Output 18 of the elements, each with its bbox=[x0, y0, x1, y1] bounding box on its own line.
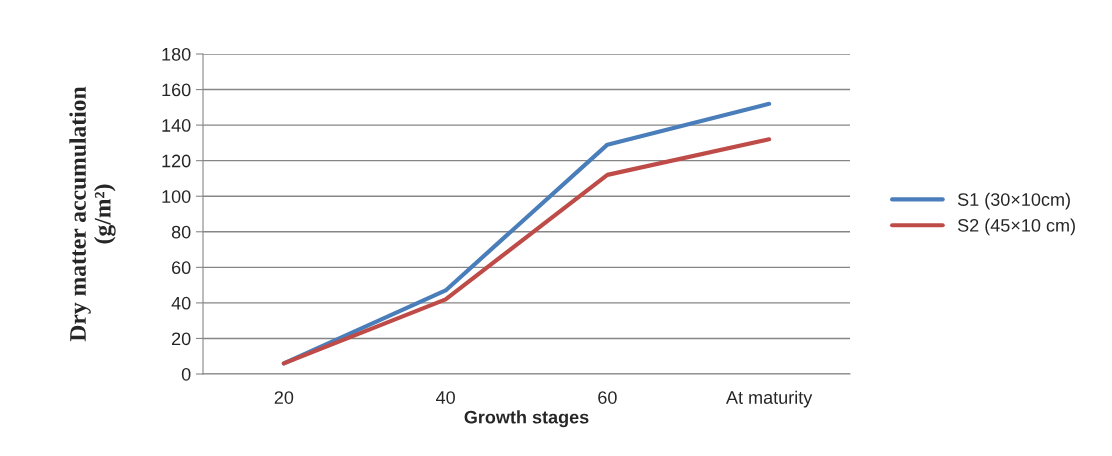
legend-label: S2 (45×10 cm) bbox=[957, 218, 1075, 236]
y-tick-label: 160 bbox=[162, 83, 191, 97]
x-tick-label: 20 bbox=[274, 391, 294, 404]
x-tick-label: At maturity bbox=[726, 390, 813, 408]
y-tick-label: 140 bbox=[162, 119, 191, 132]
y-tick-label: 180 bbox=[162, 47, 191, 61]
y-tick-label: 100 bbox=[162, 190, 191, 203]
y-tick-label: 40 bbox=[171, 296, 191, 310]
y-axis-title: Dry matter accumulation (g/m²) bbox=[69, 86, 116, 342]
x-tick-label: 60 bbox=[598, 391, 617, 404]
legend-label: S1 (30×10cm) bbox=[957, 192, 1070, 210]
y-tick-label: 20 bbox=[172, 332, 191, 346]
y-tick-label: 120 bbox=[162, 154, 191, 168]
y-tick-label: 60 bbox=[172, 261, 191, 275]
y-tick-label: 0 bbox=[181, 367, 191, 381]
y-tick-label: 80 bbox=[171, 225, 191, 239]
x-axis-title: Growth stages bbox=[464, 410, 589, 428]
x-tick-label: 40 bbox=[436, 391, 455, 404]
